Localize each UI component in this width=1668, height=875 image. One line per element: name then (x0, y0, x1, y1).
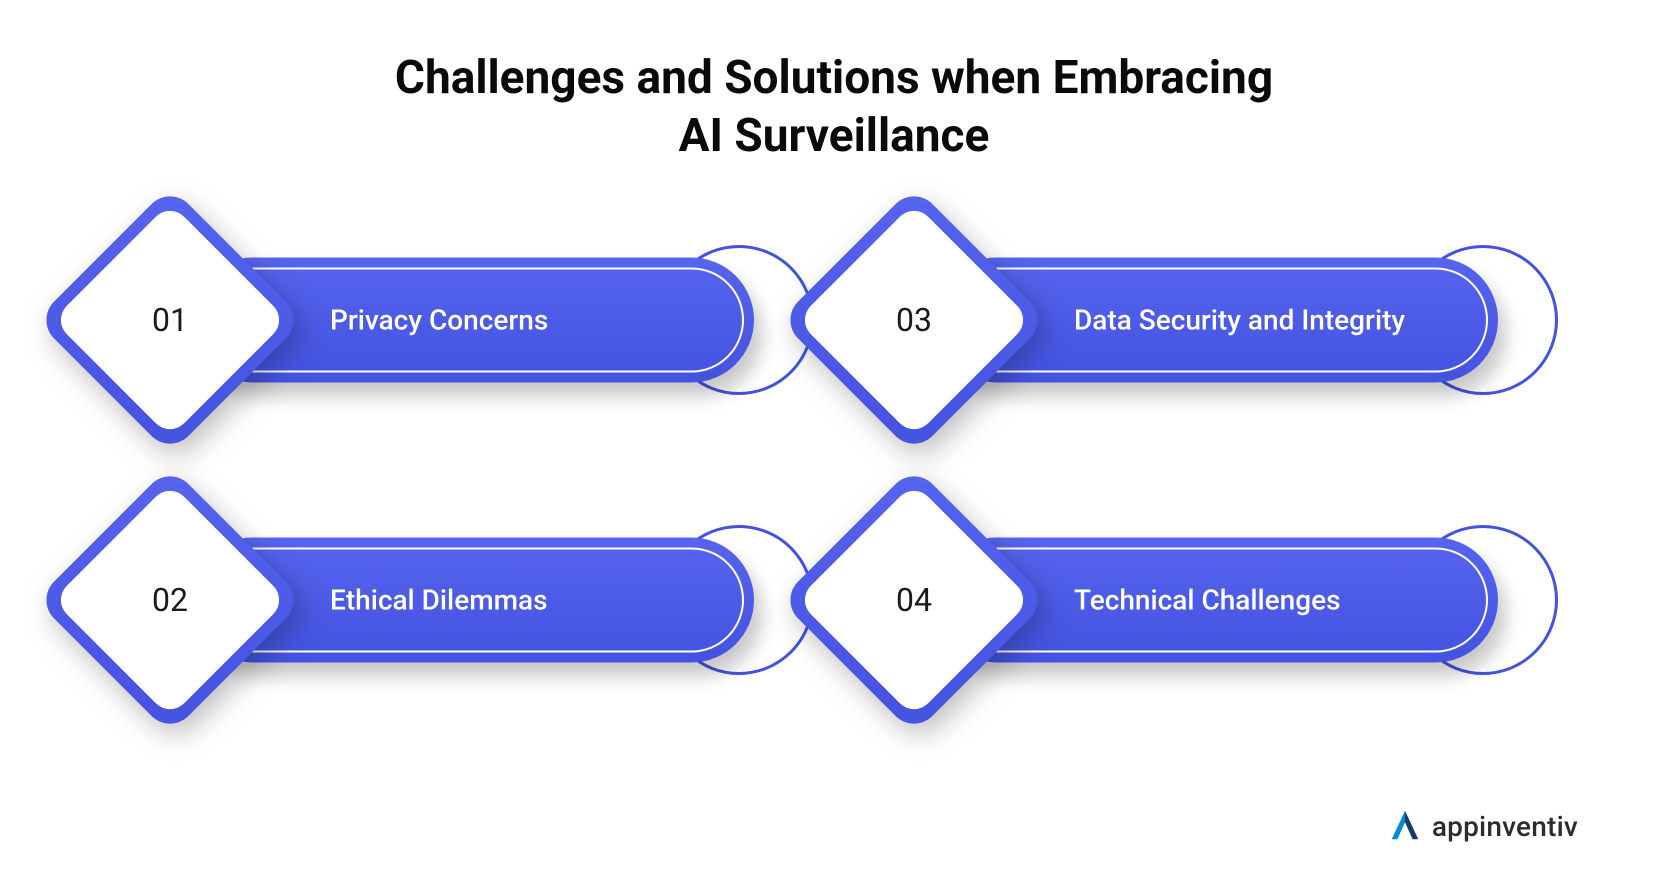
brand-name: appinventiv (1432, 810, 1578, 843)
diamond-number: 03 (819, 225, 1009, 415)
items-grid: Privacy Concerns 01 Data Security and In… (0, 230, 1668, 690)
item-label: Technical Challenges (1074, 583, 1341, 618)
item-01: Privacy Concerns 01 (110, 230, 794, 410)
item-label: Privacy Concerns (330, 303, 548, 338)
item-04: Technical Challenges 04 (854, 510, 1538, 690)
diamond: 02 (75, 505, 265, 695)
item-03: Data Security and Integrity 03 (854, 230, 1538, 410)
diamond-number: 02 (75, 505, 265, 695)
diamond-number: 04 (819, 505, 1009, 695)
brand-mark-icon (1386, 807, 1424, 845)
brand-logo: appinventiv (1386, 807, 1578, 845)
title-line-1: Challenges and Solutions when Embracing (0, 50, 1668, 108)
item-label: Ethical Dilemmas (330, 583, 547, 618)
title-line-2: AI Surveillance (0, 108, 1668, 166)
diamond: 01 (75, 225, 265, 415)
page-title: Challenges and Solutions when Embracing … (0, 0, 1668, 165)
diamond: 04 (819, 505, 1009, 695)
diamond: 03 (819, 225, 1009, 415)
item-02: Ethical Dilemmas 02 (110, 510, 794, 690)
item-label: Data Security and Integrity (1074, 303, 1405, 338)
diamond-number: 01 (75, 225, 265, 415)
